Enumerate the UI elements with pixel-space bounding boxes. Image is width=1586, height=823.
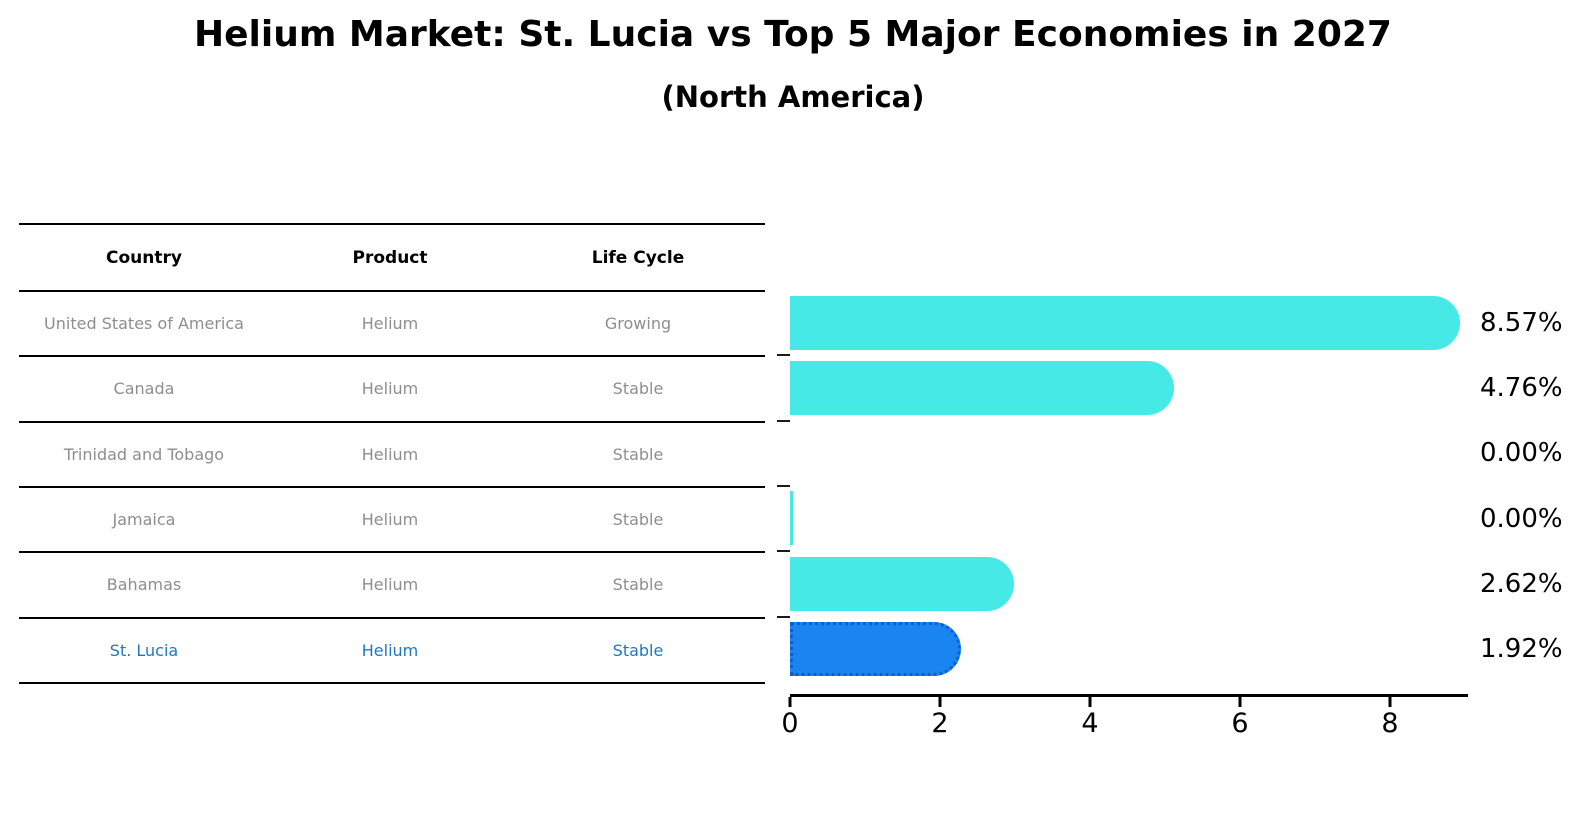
table-row: Trinidad and Tobago Helium Stable: [19, 423, 765, 488]
cell-country: Canada: [113, 379, 175, 399]
x-tick-label: 4: [1081, 708, 1099, 739]
cell-life-cycle: Stable: [612, 575, 664, 595]
table-header-row: Country Product Life Cycle: [19, 225, 765, 292]
table-row: United States of America Helium Growing: [19, 292, 765, 358]
cell-product: Helium: [361, 640, 419, 660]
bar-row: [777, 419, 1490, 486]
x-tick-label: 8: [1381, 708, 1399, 739]
chart-subtitle: (North America): [661, 80, 925, 114]
cell-life-cycle: Stable: [612, 510, 664, 530]
y-tick: [777, 484, 790, 487]
table-row: Canada Helium Stable: [19, 357, 765, 423]
cell-product: Helium: [361, 575, 419, 595]
x-tick-mark: [1238, 697, 1242, 707]
x-axis-line: [790, 694, 1468, 697]
y-tick: [777, 550, 790, 553]
table-row-highlighted: St. Lucia Helium Stable: [19, 619, 765, 684]
x-tick-mark: [938, 697, 942, 707]
bar-value-label: 0.00%: [1480, 503, 1563, 534]
bar-value-label: 1.92%: [1480, 634, 1563, 665]
bar-value-label: 4.76%: [1480, 372, 1563, 403]
cell-country: Trinidad and Tobago: [63, 444, 225, 464]
header-product: Product: [352, 247, 428, 268]
bar-row: [777, 484, 1490, 551]
plot-area: [777, 290, 1490, 682]
cell-country: St. Lucia: [109, 640, 179, 660]
header-country: Country: [106, 247, 182, 268]
bar-value-label: 0.00%: [1480, 438, 1563, 469]
x-tick-label: 2: [931, 708, 949, 739]
cell-life-cycle: Growing: [604, 314, 672, 334]
chart-title: Helium Market: St. Lucia vs Top 5 Major …: [194, 14, 1392, 55]
bar-bahamas: [790, 556, 1014, 611]
header-life-cycle: Life Cycle: [591, 247, 685, 268]
x-tick-mark: [1088, 697, 1092, 707]
bar-value-label: 8.57%: [1480, 307, 1563, 338]
bar-row: [790, 290, 1490, 355]
x-tick-mark: [788, 697, 792, 707]
cell-country: Jamaica: [112, 510, 176, 530]
cell-product: Helium: [361, 314, 419, 334]
y-tick: [777, 354, 790, 357]
x-axis: 0 2 4 6 8: [781, 697, 1468, 757]
cell-product: Helium: [361, 379, 419, 399]
cell-country: United States of America: [44, 314, 244, 334]
bar-united-states: [790, 295, 1460, 350]
x-tick-label: 6: [1231, 708, 1249, 739]
y-tick: [777, 615, 790, 618]
value-labels: 8.57% 4.76% 0.00% 0.00% 2.62% 1.92%: [1480, 290, 1586, 682]
bar-canada: [790, 360, 1174, 415]
bar-st-lucia-highlighted: [790, 622, 961, 677]
cell-product: Helium: [361, 510, 419, 530]
table-row: Bahamas Helium Stable: [19, 553, 765, 619]
x-tick-mark: [1388, 697, 1392, 707]
bar-row: [777, 354, 1490, 420]
bar-value-label: 2.62%: [1480, 568, 1563, 599]
cell-life-cycle: Stable: [612, 444, 664, 464]
table-row: Jamaica Helium Stable: [19, 488, 765, 554]
cell-product: Helium: [361, 444, 419, 464]
cell-country: Bahamas: [106, 575, 182, 595]
cell-life-cycle: Stable: [612, 640, 664, 660]
y-tick: [777, 419, 790, 422]
bar-jamaica: [790, 491, 793, 546]
cell-life-cycle: Stable: [612, 379, 664, 399]
country-table: Country Product Life Cycle United States…: [19, 223, 765, 684]
bar-row: [777, 550, 1490, 616]
x-tick-label: 0: [781, 708, 799, 739]
bar-row: [777, 615, 1490, 682]
